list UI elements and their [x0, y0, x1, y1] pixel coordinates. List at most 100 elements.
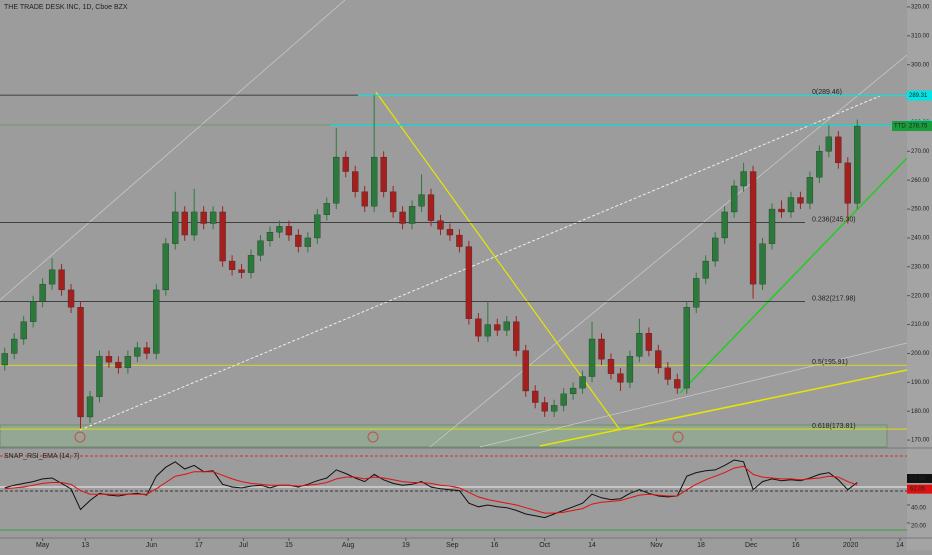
y-tick-label: 320.00 [911, 5, 930, 11]
y-tick-label: 180.00 [911, 409, 930, 415]
y-tick-label: 300.00 [911, 62, 930, 68]
yellow-trend-line [375, 91, 621, 431]
candle-body [693, 278, 700, 308]
candle-body [427, 194, 435, 221]
candle-body [200, 211, 207, 224]
candle-body [636, 333, 643, 357]
x-tick-label: 14 [588, 542, 596, 549]
candle-body [617, 373, 624, 383]
candle-body [768, 208, 776, 244]
candle-body [134, 347, 141, 357]
x-tick-label: 13 [81, 542, 89, 549]
candle-body [172, 211, 179, 244]
candle-body [389, 191, 397, 213]
candle-body [143, 347, 150, 354]
candle-body [1, 353, 8, 366]
candle-body [304, 237, 312, 247]
y-tick-label: 270.00 [911, 149, 930, 155]
y-tick-label: 210.00 [911, 322, 930, 328]
candle-body [115, 361, 122, 369]
candle-body [352, 171, 359, 192]
event-icon[interactable] [74, 431, 86, 443]
y-tick-label: 240.00 [911, 236, 930, 242]
price-axis-panel [907, 0, 932, 550]
x-tick-label: Sep [446, 542, 459, 549]
last-price-label: 278.75 [909, 124, 928, 130]
candle-body [513, 321, 520, 351]
candle-body [484, 324, 491, 337]
candle-body [191, 211, 198, 236]
candle-body [285, 226, 293, 236]
candle-body [607, 359, 615, 374]
indicator-line [4, 459, 858, 519]
candle-body [465, 246, 473, 319]
candle-body [371, 156, 378, 207]
candle-body [835, 136, 842, 164]
event-icon[interactable] [672, 431, 684, 443]
candle-body [181, 211, 188, 236]
candle-body [228, 260, 236, 270]
y-tick-label: 260.00 [911, 178, 930, 184]
candle-body [778, 208, 785, 213]
trend-line [429, 54, 908, 448]
candle-body [475, 318, 482, 337]
price-line-box [907, 90, 932, 101]
trend-line [479, 342, 908, 448]
green-trend-line [679, 157, 908, 394]
x-tick-label: Aug [342, 542, 355, 549]
candle-body [749, 171, 757, 285]
y-tick-label: 310.00 [911, 33, 930, 39]
chart-title: THE TRADE DESK INC, 1D, Cboe BZX [4, 4, 128, 11]
indicator-value-label: 64.96 [910, 476, 926, 482]
event-icon[interactable] [367, 431, 379, 443]
candle-body [683, 307, 690, 389]
indicator-line [4, 465, 858, 514]
fib-label: 0.236(245.30) [812, 216, 856, 223]
candle-body [626, 356, 634, 383]
fib-label: 0(289.46) [812, 89, 842, 96]
x-tick-label: 15 [285, 542, 293, 549]
candle-body [342, 156, 349, 172]
dashed-trend-line [79, 95, 881, 431]
candle-body [77, 307, 84, 418]
candle-body [238, 269, 245, 273]
last-price-box [892, 121, 932, 132]
candle-body [408, 206, 416, 224]
candle-body [532, 390, 539, 403]
candle-body [11, 338, 18, 354]
candle-body [276, 226, 283, 233]
candle-body [787, 197, 795, 213]
y2-tick-label: 20.00 [911, 524, 927, 530]
candle-body [257, 240, 264, 256]
candle-body [854, 125, 861, 204]
candle-body [456, 234, 463, 247]
candle-body [797, 197, 804, 204]
x-tick-label: 14 [896, 542, 904, 549]
fib-label: 0.618(173.81) [812, 423, 856, 430]
candle-body [30, 301, 37, 322]
price-line-label: 289.31 [909, 93, 928, 99]
indicator-value-box [907, 484, 932, 494]
last-price-name: TTD [894, 124, 906, 130]
candle-body [39, 283, 46, 302]
candle-body [702, 260, 709, 279]
candle-body [361, 191, 368, 207]
candle-body [560, 393, 567, 406]
candle-body [522, 350, 529, 392]
candle-body [825, 136, 833, 152]
candle-body [219, 211, 226, 262]
candle-body [153, 289, 160, 354]
candle-body [295, 234, 302, 247]
candle-body [209, 211, 217, 224]
candle-body [58, 269, 65, 291]
x-tick-label: Jun [146, 542, 157, 549]
x-tick-label: Dec [745, 542, 758, 549]
x-tick-label: 19 [402, 542, 410, 549]
candle-body [162, 243, 169, 291]
candle-body [598, 338, 605, 360]
candle-body [806, 177, 814, 204]
candle-body [86, 396, 94, 418]
x-tick-label: 2020 [843, 542, 859, 549]
x-tick-label: Jul [239, 542, 248, 549]
